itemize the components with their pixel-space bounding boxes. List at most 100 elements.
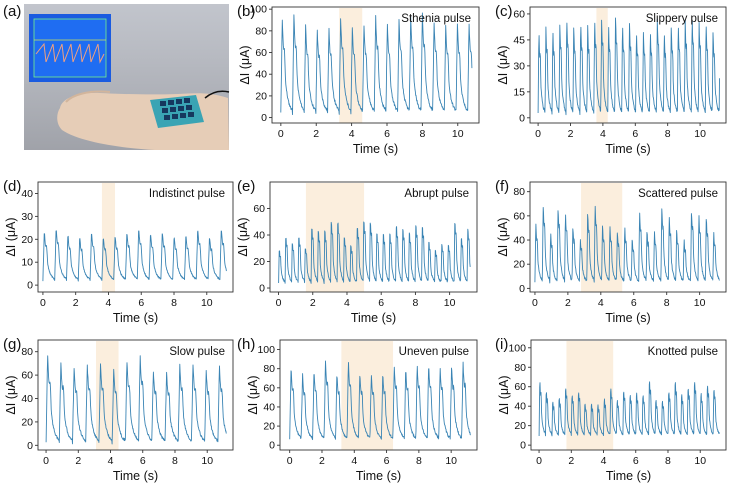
chart-title: Scattered pulse (638, 188, 718, 200)
x-tick-label: 8 (172, 455, 178, 467)
panel-label: (e) (237, 178, 255, 195)
y-tick-label: 0 (519, 112, 525, 124)
y-axis-label: ΔI (μA) (238, 45, 252, 84)
y-tick-label: 60 (513, 210, 525, 222)
x-tick-label: 6 (632, 128, 638, 140)
chart-title: Sthenia pulse (401, 13, 471, 25)
sensor-cable (204, 90, 230, 99)
y-tick-label: 60 (513, 8, 525, 20)
chart-panel-g: (g) 0 2 4 6 8 10 0 20 40 60 80 Time (s) ΔI (μA) Slow p… (3, 336, 234, 483)
y-tick-label: 40 (514, 401, 526, 413)
x-tick-label: 4 (600, 128, 606, 140)
y-tick-label: 15 (513, 86, 525, 98)
x-tick-label: 0 (40, 297, 46, 309)
panel-label: (b) (237, 3, 255, 20)
y-tick-label: 40 (21, 188, 33, 200)
y-tick-label: 0 (269, 440, 275, 452)
x-axis-label: Time (s) (113, 311, 158, 325)
x-tick-label: 2 (310, 297, 316, 309)
photo-panel-a (24, 4, 230, 150)
y-tick-label: 45 (513, 34, 525, 46)
highlight-region (339, 8, 363, 123)
y-tick-label: 20 (255, 90, 267, 102)
plot-frame (530, 339, 727, 451)
x-tick-label: 2 (568, 455, 574, 467)
y-tick-label: 40 (253, 230, 265, 242)
x-tick-label: 2 (568, 128, 574, 140)
panel-label: (d) (3, 178, 21, 195)
hand-finger (65, 90, 111, 103)
signal-line (538, 381, 721, 437)
y-tick-label: 80 (255, 25, 267, 37)
x-tick-label: 0 (536, 455, 542, 467)
y-tick-label: 60 (263, 382, 275, 394)
x-tick-label: 6 (140, 455, 146, 467)
x-tick-label: 4 (349, 128, 355, 140)
chart-panel-d: (d) 0 2 4 6 8 10 0 10 20 30 40 Time (s) ΔI (μA) Indist… (3, 178, 234, 325)
signal-line (42, 230, 227, 282)
signal-line (534, 205, 720, 284)
y-tick-label: 20 (21, 416, 33, 428)
x-tick-label: 6 (384, 128, 390, 140)
x-axis-label: Time (s) (356, 469, 401, 483)
x-tick-label: 0 (278, 128, 284, 140)
plot-frame (269, 181, 478, 293)
y-tick-label: 0 (261, 112, 267, 124)
x-tick-label: 2 (75, 455, 81, 467)
signal-line (280, 12, 473, 116)
x-tick-label: 10 (201, 297, 213, 309)
y-tick-label: 80 (514, 362, 526, 374)
chart-title: Slippery pulse (646, 13, 718, 25)
sensor-array (160, 98, 194, 120)
plot-frame (279, 339, 478, 451)
panel-a-label: (a) (3, 3, 21, 20)
signal-line (289, 360, 471, 441)
y-axis-label: ΔI (μA) (246, 375, 260, 414)
y-tick-label: 40 (255, 69, 267, 81)
y-tick-label: 60 (253, 203, 265, 215)
chart-title: Uneven pulse (399, 346, 469, 358)
y-tick-label: 80 (21, 346, 33, 358)
y-tick-label: 0 (519, 283, 525, 295)
x-tick-label: 10 (201, 455, 213, 467)
y-tick-label: 60 (21, 370, 33, 382)
highlight-region (566, 341, 614, 450)
x-tick-label: 0 (43, 455, 49, 467)
x-tick-label: 10 (444, 297, 456, 309)
highlight-region (596, 8, 608, 123)
x-tick-label: 8 (416, 455, 422, 467)
chart-panel-e: (e) 0 2 4 6 8 10 0 20 40 60 Time (s) ΔI (μA) Abrupt p… (236, 178, 478, 325)
y-axis-label: ΔI (μA) (4, 375, 18, 414)
x-tick-label: 8 (664, 297, 670, 309)
x-axis-label: Time (s) (113, 469, 158, 483)
x-tick-label: 2 (319, 455, 325, 467)
x-tick-label: 8 (419, 128, 425, 140)
y-axis-label: ΔI (μA) (496, 45, 510, 84)
chart-title: Slow pulse (169, 346, 225, 358)
highlight-region (341, 341, 394, 450)
y-axis-label: ΔI (μA) (236, 217, 250, 256)
x-tick-label: 8 (665, 128, 671, 140)
monitor-waveform (35, 42, 105, 64)
y-axis-label: ΔI (μA) (497, 375, 511, 414)
x-tick-label: 0 (287, 455, 293, 467)
y-tick-label: 60 (255, 47, 267, 59)
highlight-region (101, 183, 116, 292)
x-tick-label: 8 (171, 297, 177, 309)
y-axis-label: ΔI (μA) (4, 217, 18, 256)
y-tick-label: 0 (520, 440, 526, 452)
monitor-plot-area (33, 18, 107, 78)
y-tick-label: 0 (27, 440, 33, 452)
x-tick-label: 10 (445, 455, 457, 467)
signal-line (537, 17, 720, 116)
x-axis-label: Time (s) (353, 142, 398, 156)
x-tick-label: 10 (694, 128, 706, 140)
chart-title: Indistinct pulse (149, 188, 225, 200)
y-tick-label: 20 (263, 421, 275, 433)
x-tick-label: 4 (598, 297, 604, 309)
x-tick-label: 2 (565, 297, 571, 309)
